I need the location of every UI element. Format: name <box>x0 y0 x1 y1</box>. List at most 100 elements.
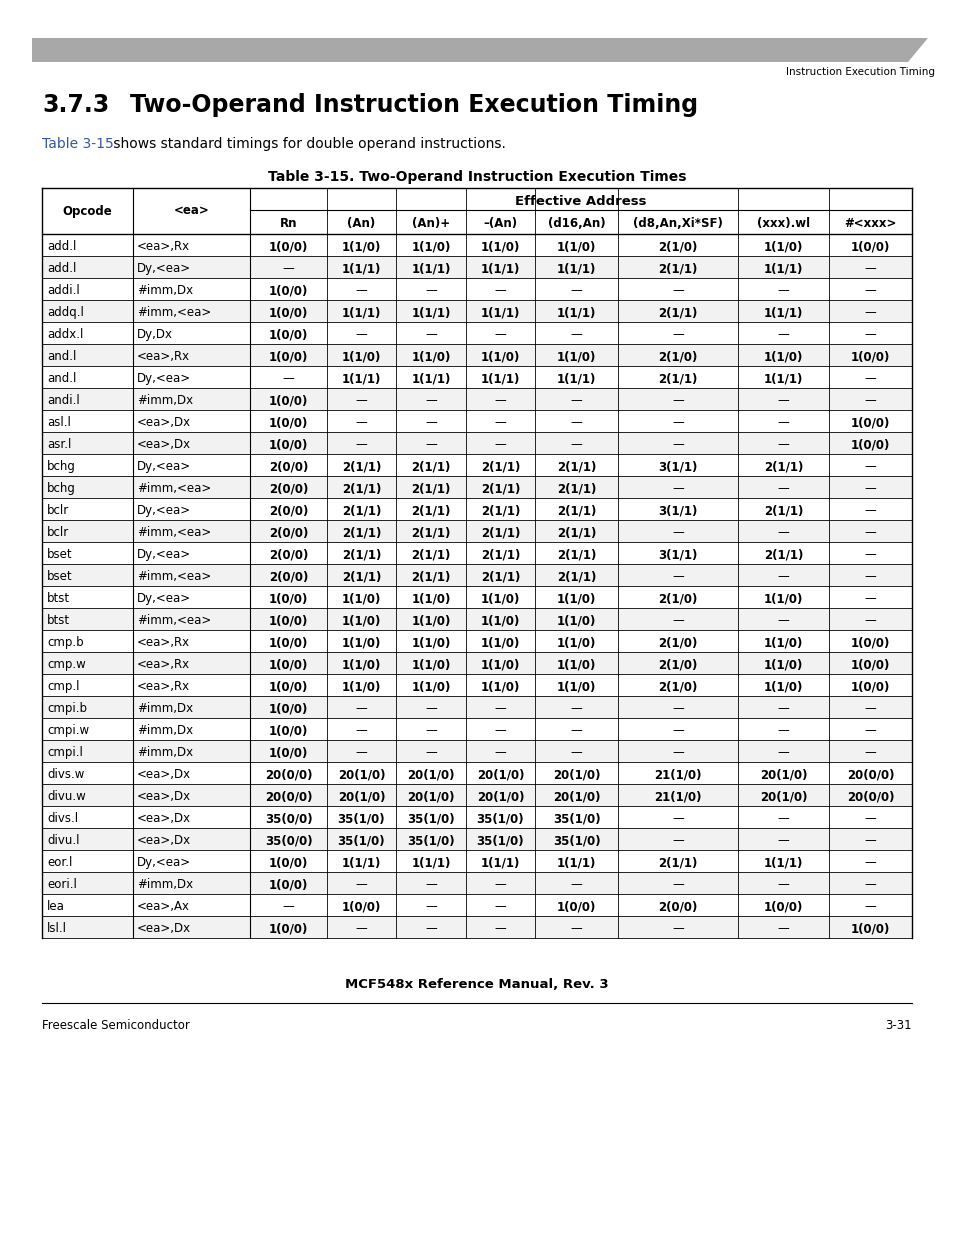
Text: 2(1/1): 2(1/1) <box>411 571 450 583</box>
Text: 20(0/0): 20(0/0) <box>846 790 893 803</box>
Text: 2(1/1): 2(1/1) <box>763 461 802 473</box>
Text: add.l: add.l <box>47 262 76 275</box>
Text: 1(1/0): 1(1/0) <box>557 680 596 693</box>
Text: —: — <box>672 329 683 341</box>
Text: 1(0/0): 1(0/0) <box>341 900 380 913</box>
Text: #imm,Dx: #imm,Dx <box>136 746 193 760</box>
Text: 1(1/0): 1(1/0) <box>480 241 519 253</box>
Text: Table 3-15. Two-Operand Instruction Execution Times: Table 3-15. Two-Operand Instruction Exec… <box>268 170 685 184</box>
Text: divs.l: divs.l <box>47 813 78 825</box>
Text: 20(1/0): 20(1/0) <box>337 768 385 782</box>
Text: 2(1/1): 2(1/1) <box>763 504 802 517</box>
Text: —: — <box>355 878 367 892</box>
Text: 1(1/0): 1(1/0) <box>557 636 596 650</box>
Text: 1(1/0): 1(1/0) <box>480 658 519 672</box>
Text: —: — <box>672 813 683 825</box>
Text: 1(1/1): 1(1/1) <box>411 372 450 385</box>
Text: 2(1/1): 2(1/1) <box>341 461 380 473</box>
Text: —: — <box>863 504 876 517</box>
Text: 1(1/0): 1(1/0) <box>411 593 450 605</box>
Text: 35(0/0): 35(0/0) <box>265 813 312 825</box>
Text: 1(1/1): 1(1/1) <box>411 262 450 275</box>
Text: 1(0/0): 1(0/0) <box>269 394 308 408</box>
Text: 2(1/1): 2(1/1) <box>411 482 450 495</box>
Text: —: — <box>494 394 506 408</box>
Text: 35(1/0): 35(1/0) <box>407 835 455 847</box>
Bar <box>42 256 911 278</box>
Bar <box>42 806 911 827</box>
Bar <box>42 608 911 630</box>
Text: 1(1/0): 1(1/0) <box>480 680 519 693</box>
Text: 2(1/1): 2(1/1) <box>480 548 519 561</box>
Bar <box>42 366 911 388</box>
Text: 1(1/1): 1(1/1) <box>763 306 802 320</box>
Text: (d16,An): (d16,An) <box>547 217 605 231</box>
Text: 1(1/0): 1(1/0) <box>763 658 802 672</box>
Text: 2(1/1): 2(1/1) <box>658 306 697 320</box>
Bar <box>42 652 911 674</box>
Text: —: — <box>570 878 582 892</box>
Text: 2(1/1): 2(1/1) <box>480 571 519 583</box>
Text: <ea>,Dx: <ea>,Dx <box>136 923 191 935</box>
Text: 1(1/0): 1(1/0) <box>341 636 380 650</box>
Text: 2(1/1): 2(1/1) <box>658 372 697 385</box>
Text: Dy,<ea>: Dy,<ea> <box>136 593 191 605</box>
Text: —: — <box>570 923 582 935</box>
Text: —: — <box>672 724 683 737</box>
Text: —: — <box>494 900 506 913</box>
Bar <box>42 410 911 432</box>
Text: 1(0/0): 1(0/0) <box>269 724 308 737</box>
Text: —: — <box>863 746 876 760</box>
Text: 3(1/1): 3(1/1) <box>658 504 697 517</box>
Text: 35(1/0): 35(1/0) <box>407 813 455 825</box>
Text: 1(0/0): 1(0/0) <box>850 923 889 935</box>
Text: cmpi.b: cmpi.b <box>47 703 87 715</box>
Text: 20(1/0): 20(1/0) <box>760 790 806 803</box>
Text: 2(1/1): 2(1/1) <box>557 571 596 583</box>
Text: 2(1/1): 2(1/1) <box>411 461 450 473</box>
Text: —: — <box>777 416 789 430</box>
Text: <ea>,Rx: <ea>,Rx <box>136 658 190 672</box>
Text: —: — <box>425 329 436 341</box>
Text: —: — <box>494 329 506 341</box>
Text: —: — <box>777 284 789 298</box>
Text: #imm,<ea>: #imm,<ea> <box>136 482 211 495</box>
Text: —: — <box>494 724 506 737</box>
Text: 1(1/0): 1(1/0) <box>557 241 596 253</box>
Text: 2(1/0): 2(1/0) <box>658 658 697 672</box>
Text: 1(1/1): 1(1/1) <box>557 306 596 320</box>
Text: —: — <box>672 284 683 298</box>
Text: 2(1/1): 2(1/1) <box>557 461 596 473</box>
Text: —: — <box>863 394 876 408</box>
Text: 1(1/1): 1(1/1) <box>763 262 802 275</box>
Text: #imm,Dx: #imm,Dx <box>136 878 193 892</box>
Text: —: — <box>355 284 367 298</box>
Text: 3(1/1): 3(1/1) <box>658 461 697 473</box>
Text: 1(0/0): 1(0/0) <box>269 614 308 627</box>
Text: —: — <box>355 923 367 935</box>
Text: #imm,<ea>: #imm,<ea> <box>136 306 211 320</box>
Text: Dy,<ea>: Dy,<ea> <box>136 548 191 561</box>
Text: —: — <box>863 856 876 869</box>
Bar <box>42 345 911 366</box>
Text: 35(0/0): 35(0/0) <box>265 835 312 847</box>
Text: —: — <box>425 923 436 935</box>
Text: —: — <box>863 461 876 473</box>
Text: 1(1/0): 1(1/0) <box>480 636 519 650</box>
Text: —: — <box>672 416 683 430</box>
Text: —: — <box>863 284 876 298</box>
Text: —: — <box>570 284 582 298</box>
Text: 1(1/0): 1(1/0) <box>341 593 380 605</box>
Text: 1(0/0): 1(0/0) <box>269 438 308 451</box>
Text: 2(1/0): 2(1/0) <box>658 680 697 693</box>
Text: 1(0/0): 1(0/0) <box>850 351 889 363</box>
Text: —: — <box>425 438 436 451</box>
Text: 1(1/1): 1(1/1) <box>480 306 519 320</box>
Text: 1(1/0): 1(1/0) <box>480 351 519 363</box>
Text: —: — <box>570 724 582 737</box>
Text: 2(1/1): 2(1/1) <box>763 548 802 561</box>
Text: Dy,<ea>: Dy,<ea> <box>136 262 191 275</box>
Text: 1(1/1): 1(1/1) <box>411 306 450 320</box>
Text: 1(1/1): 1(1/1) <box>341 856 380 869</box>
Text: —: — <box>355 724 367 737</box>
